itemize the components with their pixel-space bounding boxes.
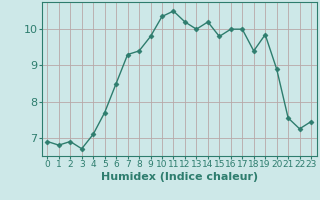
X-axis label: Humidex (Indice chaleur): Humidex (Indice chaleur) <box>100 172 258 182</box>
